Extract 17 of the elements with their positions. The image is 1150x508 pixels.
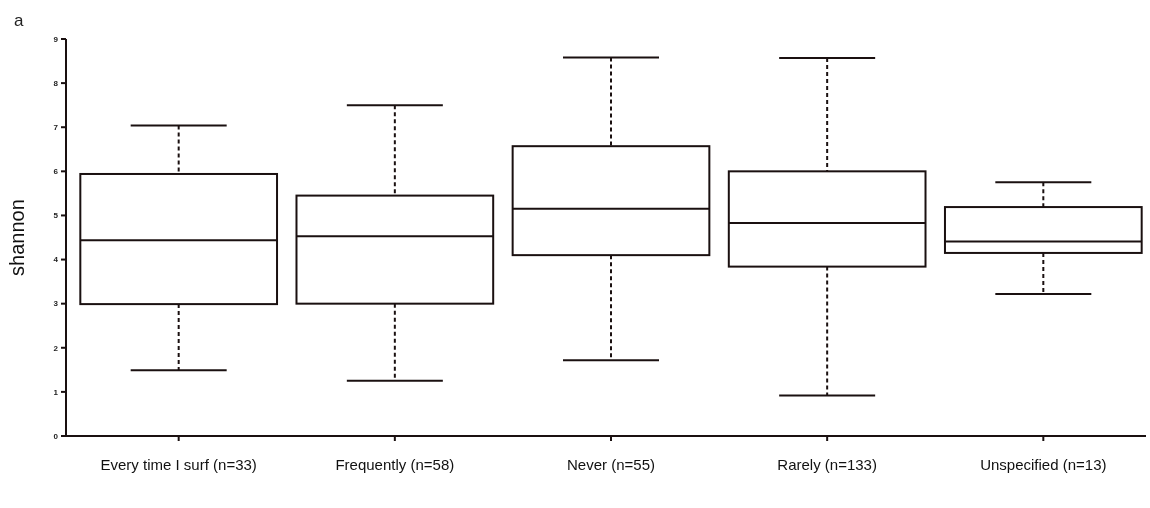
x-tick-label: Every time I surf (n=33) [100,456,257,473]
y-tick-label: 7 [53,123,59,133]
x-tick-label: Frequently (n=58) [335,456,455,473]
y-tick-label: 8 [53,78,59,88]
y-tick-label: 5 [53,211,59,221]
x-tick-label: Never (n=55) [567,456,655,473]
x-tick-label: Rarely (n=133) [777,456,877,473]
x-tick-label: Unspecified (n=13) [980,456,1107,473]
y-tick-label: 4 [53,255,59,265]
y-tick-label: 3 [53,299,59,309]
text: a [14,11,24,30]
y-axis-title: shannon [6,199,28,276]
y-tick-label: 0 [53,431,59,441]
y-tick-label: 6 [53,167,59,177]
y-tick-label: 9 [53,34,59,44]
y-tick-label: 1 [53,387,59,397]
y-tick-label: 2 [53,343,59,353]
